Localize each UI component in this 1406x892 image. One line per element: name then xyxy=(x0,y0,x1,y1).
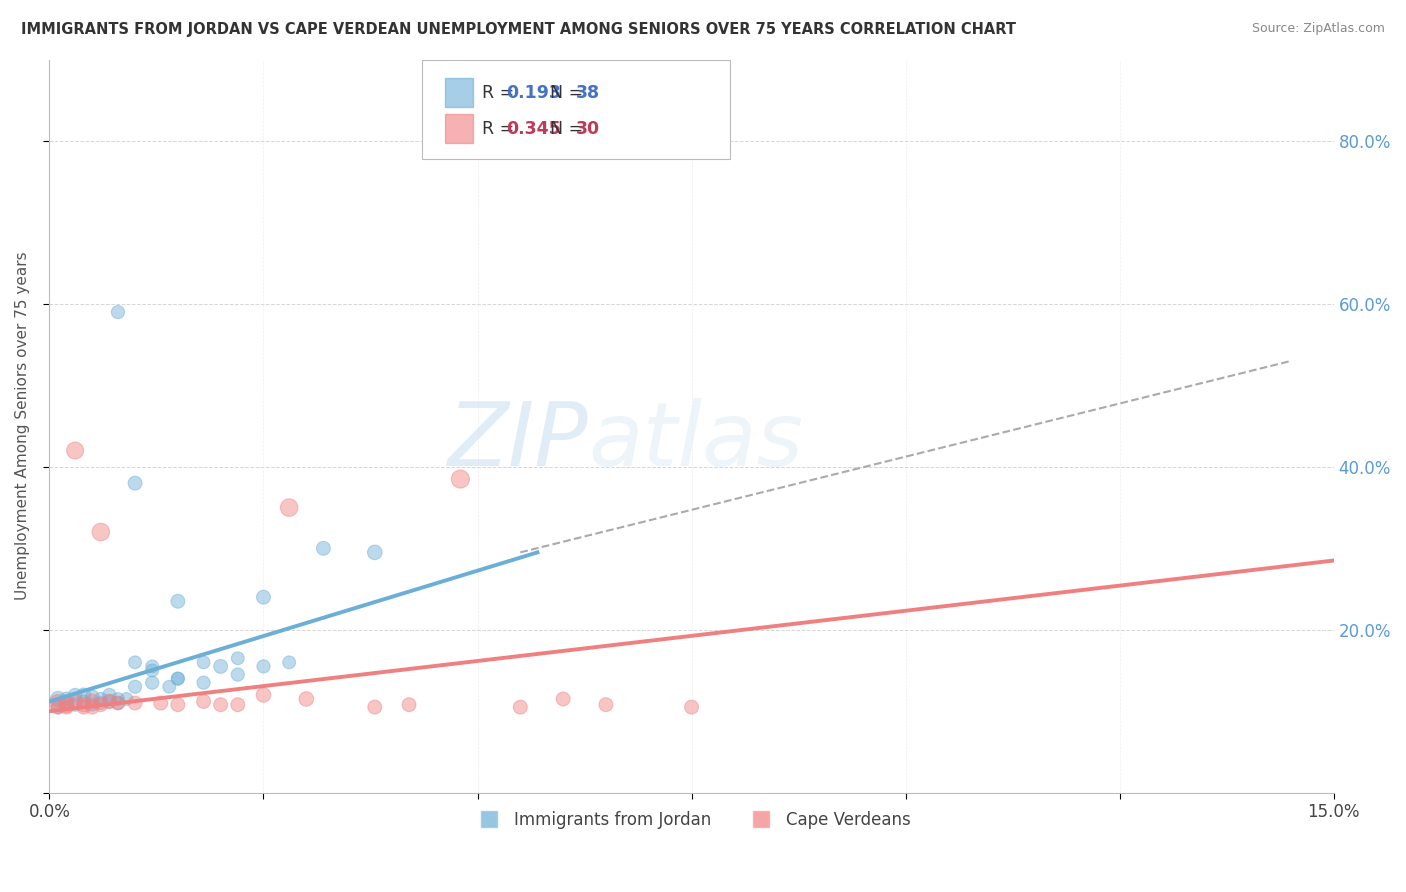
Point xyxy=(141,659,163,673)
Point xyxy=(167,698,190,712)
Point xyxy=(595,698,617,712)
Point xyxy=(107,696,129,710)
Point xyxy=(553,692,575,706)
Point xyxy=(73,700,96,714)
Point xyxy=(73,694,96,708)
Point xyxy=(98,694,121,708)
Legend: Immigrants from Jordan, Cape Verdeans: Immigrants from Jordan, Cape Verdeans xyxy=(465,805,918,836)
Point xyxy=(98,694,121,708)
Point xyxy=(46,692,69,706)
Text: N =: N = xyxy=(550,84,589,102)
Point xyxy=(55,696,77,710)
Text: 30: 30 xyxy=(576,120,600,137)
Point xyxy=(90,696,112,710)
Point xyxy=(63,688,86,702)
Point xyxy=(278,656,301,670)
Text: 0.193: 0.193 xyxy=(506,84,561,102)
Point xyxy=(278,500,301,515)
Point xyxy=(124,696,146,710)
FancyBboxPatch shape xyxy=(444,114,474,144)
Text: 0.345: 0.345 xyxy=(506,120,561,137)
Text: 38: 38 xyxy=(576,84,600,102)
Point xyxy=(157,680,180,694)
Point xyxy=(364,545,387,559)
FancyBboxPatch shape xyxy=(444,78,474,107)
Point xyxy=(141,664,163,678)
Point xyxy=(124,476,146,491)
Point xyxy=(509,700,531,714)
Text: atlas: atlas xyxy=(589,398,804,483)
Text: R =: R = xyxy=(482,84,520,102)
Point xyxy=(107,692,129,706)
Point xyxy=(312,541,335,556)
Point xyxy=(55,692,77,706)
Point xyxy=(90,692,112,706)
Point xyxy=(167,672,190,686)
Point xyxy=(115,692,138,706)
Point xyxy=(124,656,146,670)
Point xyxy=(193,694,215,708)
Y-axis label: Unemployment Among Seniors over 75 years: Unemployment Among Seniors over 75 years xyxy=(15,252,30,600)
Point xyxy=(252,659,274,673)
Point xyxy=(73,698,96,712)
Point xyxy=(90,698,112,712)
Point xyxy=(449,472,471,486)
Point xyxy=(149,696,172,710)
Point xyxy=(82,690,104,704)
Point xyxy=(209,659,232,673)
Point xyxy=(46,696,69,710)
Text: N =: N = xyxy=(550,120,589,137)
Point xyxy=(193,675,215,690)
Point xyxy=(226,651,249,665)
Point xyxy=(167,672,190,686)
Point xyxy=(193,656,215,670)
Point xyxy=(63,698,86,712)
Point xyxy=(252,590,274,604)
Point xyxy=(63,443,86,458)
Point xyxy=(55,700,77,714)
Point xyxy=(55,698,77,712)
Point xyxy=(46,700,69,714)
Point xyxy=(73,688,96,702)
Point xyxy=(82,694,104,708)
Text: ZIP: ZIP xyxy=(449,398,589,483)
Point xyxy=(63,694,86,708)
Point xyxy=(681,700,703,714)
Text: IMMIGRANTS FROM JORDAN VS CAPE VERDEAN UNEMPLOYMENT AMONG SENIORS OVER 75 YEARS : IMMIGRANTS FROM JORDAN VS CAPE VERDEAN U… xyxy=(21,22,1017,37)
Point xyxy=(107,696,129,710)
Point xyxy=(209,698,232,712)
FancyBboxPatch shape xyxy=(422,60,730,159)
Point xyxy=(82,700,104,714)
Point xyxy=(46,700,69,714)
Point xyxy=(90,524,112,539)
Text: Source: ZipAtlas.com: Source: ZipAtlas.com xyxy=(1251,22,1385,36)
Point xyxy=(107,305,129,319)
Point xyxy=(167,594,190,608)
Point xyxy=(252,688,274,702)
Text: R =: R = xyxy=(482,120,520,137)
Point xyxy=(398,698,420,712)
Point xyxy=(226,698,249,712)
Point xyxy=(295,692,318,706)
Point xyxy=(141,675,163,690)
Point xyxy=(124,680,146,694)
Point xyxy=(364,700,387,714)
Point xyxy=(82,698,104,712)
Point xyxy=(98,688,121,702)
Point xyxy=(226,667,249,681)
